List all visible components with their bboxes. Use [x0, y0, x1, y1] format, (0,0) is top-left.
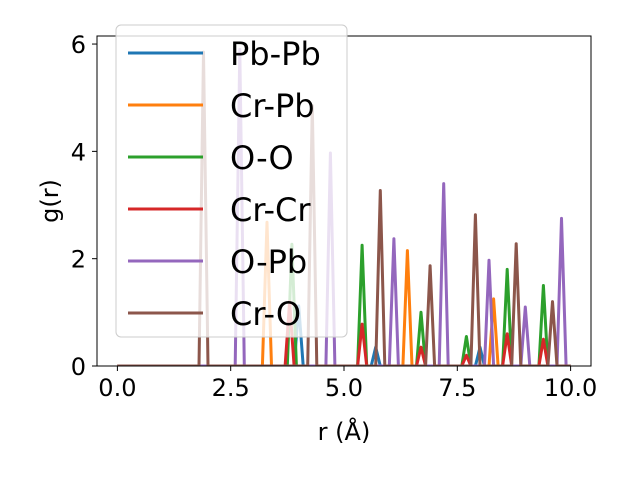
legend-label-cr-o: Cr-O: [230, 295, 301, 333]
x-tick-label: 0.0: [98, 374, 136, 402]
x-axis-label: r (Å): [318, 417, 371, 446]
x-axis-ticks: 0.0 2.5 5.0 7.5 10.0: [98, 366, 597, 402]
legend-label-o-o: O-O: [230, 139, 294, 177]
legend-label-cr-pb: Cr-Pb: [230, 87, 315, 125]
x-tick-label: 10.0: [544, 374, 597, 402]
x-tick-label: 2.5: [212, 374, 250, 402]
legend-label-o-pb: O-Pb: [230, 243, 307, 281]
y-tick-label: 2: [71, 246, 86, 274]
y-axis-label: g(r): [36, 179, 64, 223]
series-line-o-pb: [117, 47, 571, 366]
y-tick-label: 4: [71, 138, 86, 166]
series-line-cr-o: [117, 50, 571, 366]
legend-label-cr-cr: Cr-Cr: [230, 191, 311, 229]
y-axis-ticks: 0 2 4 6: [71, 31, 97, 381]
legend-box: [115, 24, 348, 338]
y-tick-label: 6: [71, 31, 86, 59]
legend: Pb-Pb Cr-Pb O-O Cr-Cr O-Pb Cr-O: [115, 24, 348, 338]
x-tick-label: 7.5: [438, 374, 476, 402]
legend-label-pb-pb: Pb-Pb: [230, 35, 321, 73]
x-tick-label: 5.0: [325, 374, 363, 402]
y-tick-label: 0: [71, 353, 86, 381]
